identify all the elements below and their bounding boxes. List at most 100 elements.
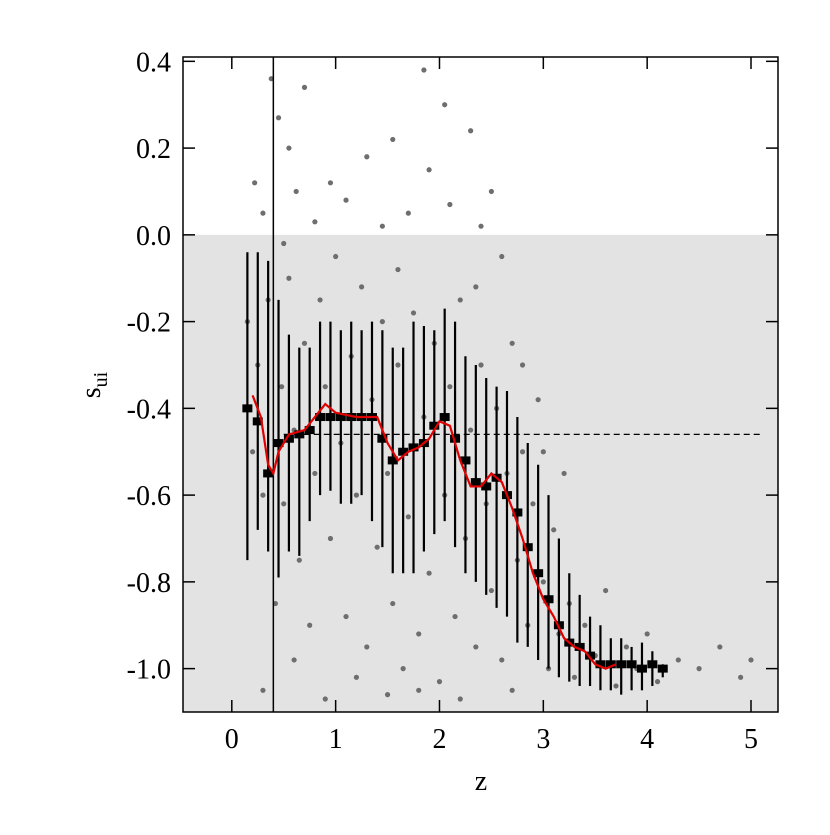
scatter-point <box>279 384 285 390</box>
scatter-point <box>540 449 546 455</box>
scatter-point <box>603 587 609 594</box>
y-tick-label: 0.2 <box>136 134 171 165</box>
median-marker <box>574 642 585 651</box>
scatter-point <box>307 622 313 628</box>
scatter-point <box>499 253 505 260</box>
scatter-point <box>286 145 292 151</box>
median-marker <box>657 664 668 673</box>
scatter-point <box>452 613 458 620</box>
scatter-point <box>395 266 401 273</box>
x-tick-label: 3 <box>536 724 550 755</box>
scatter-point <box>748 657 754 663</box>
scatter-point <box>416 687 422 693</box>
scatter-point <box>296 557 302 563</box>
scatter-point <box>343 197 349 203</box>
scatter-point <box>327 535 334 542</box>
median-marker <box>294 430 305 439</box>
scatter-point <box>545 666 552 672</box>
scatter-point <box>447 384 453 390</box>
scatter-point <box>436 679 443 685</box>
smooth-line <box>251 394 617 670</box>
scatter-point <box>390 136 396 143</box>
scatter-point <box>530 501 536 507</box>
median-marker <box>387 456 398 465</box>
scatter-point <box>384 470 391 477</box>
median-marker <box>522 543 533 552</box>
scatter-point <box>447 201 453 208</box>
scatter-point <box>738 674 744 680</box>
scatter-point <box>353 492 360 498</box>
scatter-point <box>457 297 463 303</box>
median-marker <box>533 569 544 578</box>
scatter-point <box>286 275 292 281</box>
y-axis-label-sub: ui <box>90 371 112 387</box>
scatter-point <box>488 188 495 195</box>
scatter-point <box>410 310 417 316</box>
scatter-point <box>268 76 274 82</box>
scatter-point <box>582 622 588 628</box>
scatter-point <box>312 470 318 477</box>
x-tick-label: 0 <box>225 724 239 755</box>
y-axis-label-main: s <box>76 387 107 398</box>
scatter-point <box>272 600 279 607</box>
scatter-point <box>405 514 411 520</box>
median-marker <box>585 651 596 660</box>
median-marker <box>398 447 409 456</box>
median-marker <box>408 443 419 452</box>
scatter-point <box>260 687 266 693</box>
scatter-point <box>540 579 546 585</box>
scatter-point <box>359 284 365 290</box>
scatter-point <box>379 223 385 229</box>
scatter-point <box>312 219 318 225</box>
median-marker <box>335 413 346 422</box>
median-marker <box>429 421 440 430</box>
median-marker <box>304 426 315 435</box>
scatter-point <box>390 600 396 607</box>
x-tick-label: 2 <box>432 724 446 755</box>
scatter-point <box>353 674 360 680</box>
scatter-point <box>426 167 432 173</box>
y-tick-label: 0.4 <box>136 47 171 78</box>
scatter-point <box>468 128 474 134</box>
scatter-point <box>322 696 328 702</box>
scatter-point <box>478 223 484 229</box>
median-marker <box>439 413 450 422</box>
median-marker <box>263 469 274 478</box>
scatter-point <box>478 362 484 368</box>
scatter-point <box>468 427 474 433</box>
median-marker <box>626 660 637 669</box>
scatter-point <box>301 340 308 346</box>
scatter-point <box>519 362 526 368</box>
median-marker <box>636 664 647 673</box>
median-marker <box>512 508 523 517</box>
y-tick-label: -0.6 <box>127 481 171 512</box>
median-marker <box>315 413 326 422</box>
median-marker <box>481 482 492 491</box>
scatter-point <box>400 666 406 672</box>
scatter-point <box>457 696 463 702</box>
scatter-point <box>405 210 411 216</box>
scatter-point <box>421 67 427 73</box>
median-marker <box>377 434 388 443</box>
y-axis-label: sui <box>76 371 112 398</box>
scatter-point <box>275 115 282 121</box>
scatter-point <box>291 657 297 663</box>
scatter-point <box>675 657 681 663</box>
median-marker <box>325 413 336 422</box>
scatter-point <box>696 666 702 672</box>
y-tick-label: -1.0 <box>127 655 171 686</box>
scatter-point <box>260 210 266 216</box>
x-tick-label: 1 <box>329 724 343 755</box>
scatter-point <box>379 319 385 325</box>
scatter-point <box>260 492 266 498</box>
y-tick-label: 0.0 <box>136 221 171 252</box>
median-marker <box>283 434 294 443</box>
median-marker <box>252 417 263 426</box>
scatter-point <box>374 544 380 550</box>
median-marker <box>616 660 627 669</box>
scatter-point <box>327 180 334 186</box>
median-marker <box>242 404 253 413</box>
plot-frame <box>182 56 779 713</box>
